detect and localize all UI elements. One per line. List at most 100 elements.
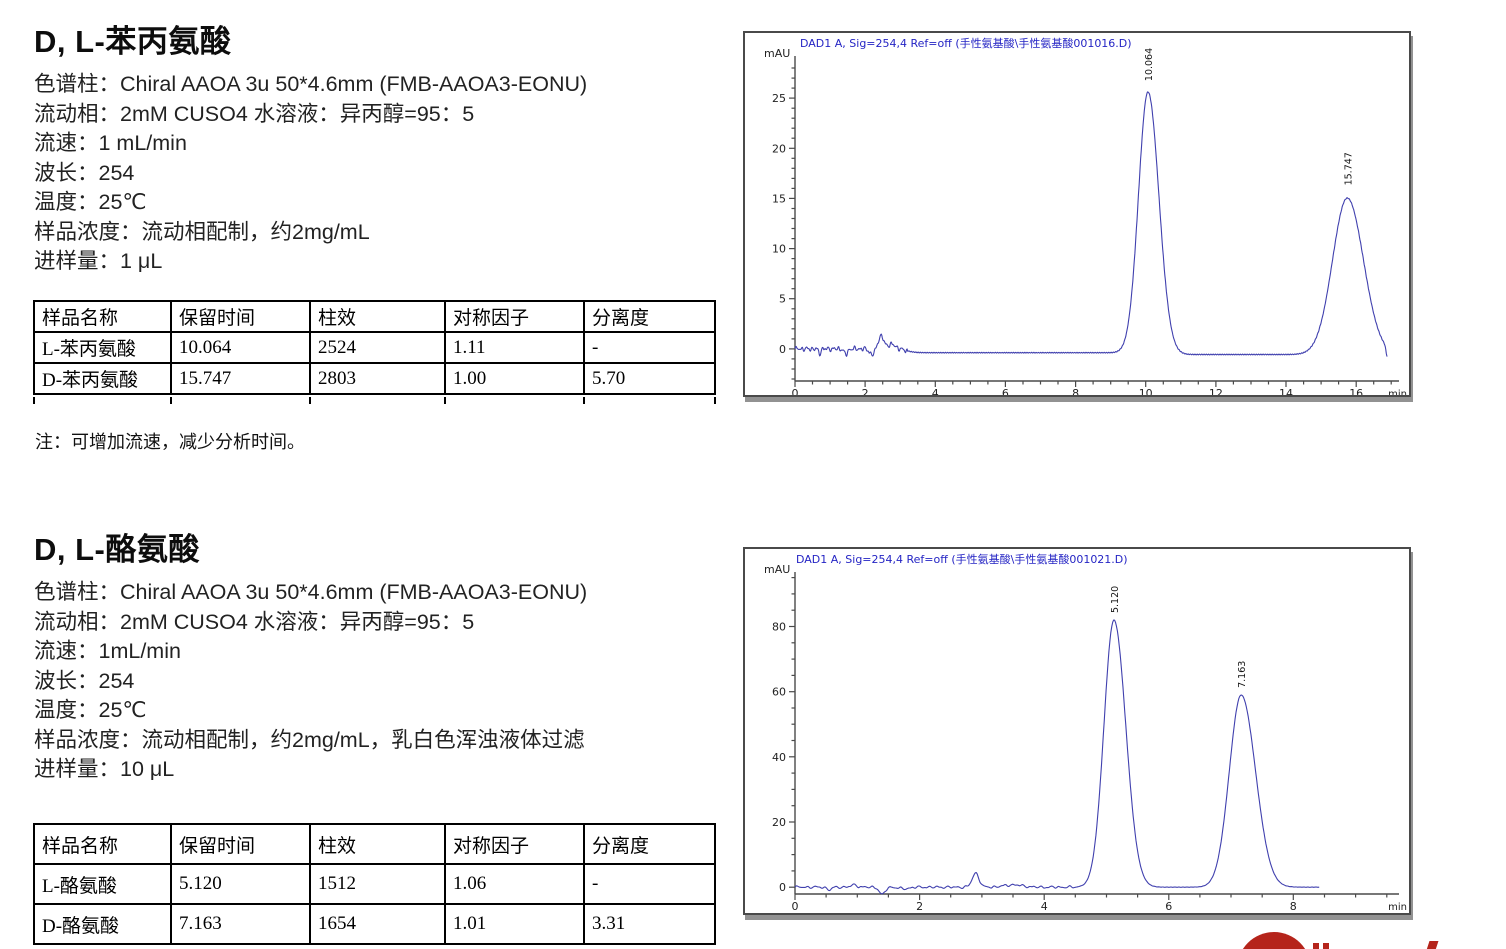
table-row: D-苯丙氨酸 15.747 2803 1.00 5.70 — [33, 362, 716, 395]
cell-resolution: 3.31 — [583, 903, 716, 945]
svg-text:10: 10 — [1139, 387, 1153, 395]
table-grid-stub — [583, 397, 585, 404]
svg-text:15.747: 15.747 — [1343, 152, 1354, 185]
condition-injection: 进样量：1 μL — [34, 249, 163, 273]
cell-resolution: - — [583, 331, 716, 364]
svg-text:15: 15 — [772, 192, 786, 205]
svg-text:4: 4 — [932, 387, 939, 395]
brand-logo-partial — [1237, 932, 1311, 949]
cell-plate-count: 1654 — [309, 903, 446, 945]
condition-injection: 进样量：10 μL — [34, 757, 175, 781]
svg-text:14: 14 — [1279, 387, 1293, 395]
condition-wavelength: 波长：254 — [34, 668, 135, 693]
section-tyrosine: D, L-酪氨酸 色谱柱：Chiral AAOA 3u 50*4.6mm (FM… — [34, 524, 739, 785]
table-grid-stub — [444, 397, 446, 404]
svg-text:80: 80 — [772, 621, 786, 634]
brand-logo-fragment — [1313, 943, 1319, 949]
section-title: D, L-酪氨酸 — [34, 532, 200, 567]
cell-symmetry: 1.11 — [444, 331, 585, 364]
condition-column: 色谱柱：Chiral AAOA 3u 50*4.6mm (FMB-AAOA3-E… — [34, 72, 588, 96]
cell-resolution: - — [583, 863, 716, 905]
svg-text:20: 20 — [772, 816, 786, 829]
svg-text:mAU: mAU — [764, 563, 790, 576]
brand-logo-fragment — [1426, 941, 1439, 949]
svg-text:10: 10 — [772, 243, 786, 256]
svg-text:4: 4 — [1041, 900, 1048, 913]
cell-symmetry: 1.06 — [444, 863, 585, 905]
cell-sample-name: L-酪氨酸 — [33, 863, 172, 905]
svg-text:8: 8 — [1072, 387, 1079, 395]
condition-column: 色谱柱：Chiral AAOA 3u 50*4.6mm (FMB-AAOA3-E… — [34, 580, 588, 604]
cell-sample-name: L-苯丙氨酸 — [33, 331, 172, 364]
header-retention-time: 保留时间 — [170, 823, 311, 865]
header-symmetry: 对称因子 — [444, 300, 585, 333]
table-grid-stub — [309, 397, 311, 404]
chromatogram-panel-phenylalanine: DAD1 A, Sig=254,4 Ref=off (手性氨基酸\手性氨基酸00… — [743, 31, 1411, 397]
condition-wavelength: 波长：254 — [34, 160, 135, 185]
svg-text:8: 8 — [1290, 900, 1297, 913]
table-row: D-酪氨酸 7.163 1654 1.01 3.31 — [33, 903, 716, 945]
svg-text:6: 6 — [1165, 900, 1172, 913]
cell-plate-count: 2524 — [309, 331, 446, 364]
condition-concentration: 样品浓度：流动相配制，约2mg/mL — [34, 219, 370, 244]
header-plate-count: 柱效 — [309, 823, 446, 865]
header-sample-name: 样品名称 — [33, 823, 172, 865]
table-header-row: 样品名称 保留时间 柱效 对称因子 分离度 — [33, 823, 716, 865]
chromatogram-plot: 0 20 40 60 80 0 2 4 6 8 min mAU 5.120 7.163 — [764, 563, 1407, 913]
brand-logo-fragment — [1323, 943, 1329, 949]
svg-text:0: 0 — [779, 343, 786, 356]
condition-temperature: 温度：25℃ — [34, 190, 147, 214]
cell-retention-time: 15.747 — [170, 362, 311, 395]
cell-plate-count: 2803 — [309, 362, 446, 395]
chromatogram-plot: 0 5 10 15 20 25 0 2 4 6 8 10 12 14 16 min mAU 10.064 15.74… — [764, 47, 1407, 395]
results-table-phenylalanine: 样品名称 保留时间 柱效 对称因子 分离度 L-苯丙氨酸 10.064 2524… — [33, 300, 716, 395]
condition-concentration: 样品浓度：流动相配制，约2mg/mL，乳白色浑浊液体过滤 — [34, 727, 585, 752]
condition-flow-rate: 流速：1mL/min — [34, 639, 181, 663]
svg-text:2: 2 — [862, 387, 869, 395]
table-grid-stub — [714, 397, 716, 404]
svg-text:0: 0 — [792, 387, 799, 395]
cell-plate-count: 1512 — [309, 863, 446, 905]
svg-text:10.064: 10.064 — [1144, 48, 1155, 81]
svg-text:12: 12 — [1209, 387, 1223, 395]
header-plate-count: 柱效 — [309, 300, 446, 333]
table-grid-stub — [170, 397, 172, 404]
svg-text:20: 20 — [772, 142, 786, 155]
cell-retention-time: 5.120 — [170, 863, 311, 905]
condition-mobile-phase: 流动相：2mM CUSO4 水溶液：异丙醇=95：5 — [34, 609, 475, 634]
svg-text:40: 40 — [772, 751, 786, 764]
chart-title: DAD1 A, Sig=254,4 Ref=off (手性氨基酸\手性氨基酸00… — [800, 37, 1132, 50]
cell-resolution: 5.70 — [583, 362, 716, 395]
cell-retention-time: 10.064 — [170, 331, 311, 364]
svg-text:16: 16 — [1349, 387, 1363, 395]
cell-retention-time: 7.163 — [170, 903, 311, 945]
results-table-tyrosine: 样品名称 保留时间 柱效 对称因子 分离度 L-酪氨酸 5.120 1512 1… — [33, 823, 716, 945]
table-grid-stub — [33, 397, 35, 404]
cell-sample-name: D-酪氨酸 — [33, 903, 172, 945]
header-sample-name: 样品名称 — [33, 300, 172, 333]
svg-text:min: min — [1388, 389, 1407, 395]
svg-text:25: 25 — [772, 92, 786, 105]
section-phenylalanine: D, L-苯丙氨酸 色谱柱：Chiral AAOA 3u 50*4.6mm (F… — [34, 16, 739, 277]
cell-sample-name: D-苯丙氨酸 — [33, 362, 172, 395]
svg-text:6: 6 — [1002, 387, 1009, 395]
header-resolution: 分离度 — [583, 300, 716, 333]
header-retention-time: 保留时间 — [170, 300, 311, 333]
svg-text:2: 2 — [916, 900, 923, 913]
table-row: L-苯丙氨酸 10.064 2524 1.11 - — [33, 331, 716, 364]
svg-text:min: min — [1388, 902, 1407, 913]
condition-mobile-phase: 流动相：2mM CUSO4 水溶液：异丙醇=95：5 — [34, 101, 475, 126]
svg-text:0: 0 — [779, 881, 786, 894]
cell-symmetry: 1.01 — [444, 903, 585, 945]
svg-text:60: 60 — [772, 686, 786, 699]
svg-text:7.163: 7.163 — [1237, 661, 1248, 688]
section-title: D, L-苯丙氨酸 — [34, 24, 232, 59]
svg-text:mAU: mAU — [764, 47, 790, 60]
table-row: L-酪氨酸 5.120 1512 1.06 - — [33, 863, 716, 905]
svg-text:0: 0 — [792, 900, 799, 913]
chart-title: DAD1 A, Sig=254,4 Ref=off (手性氨基酸\手性氨基酸00… — [796, 553, 1128, 566]
note-text: 注：可增加流速，减少分析时间。 — [35, 432, 305, 452]
condition-flow-rate: 流速：1 mL/min — [34, 131, 187, 155]
condition-temperature: 温度：25℃ — [34, 698, 147, 722]
